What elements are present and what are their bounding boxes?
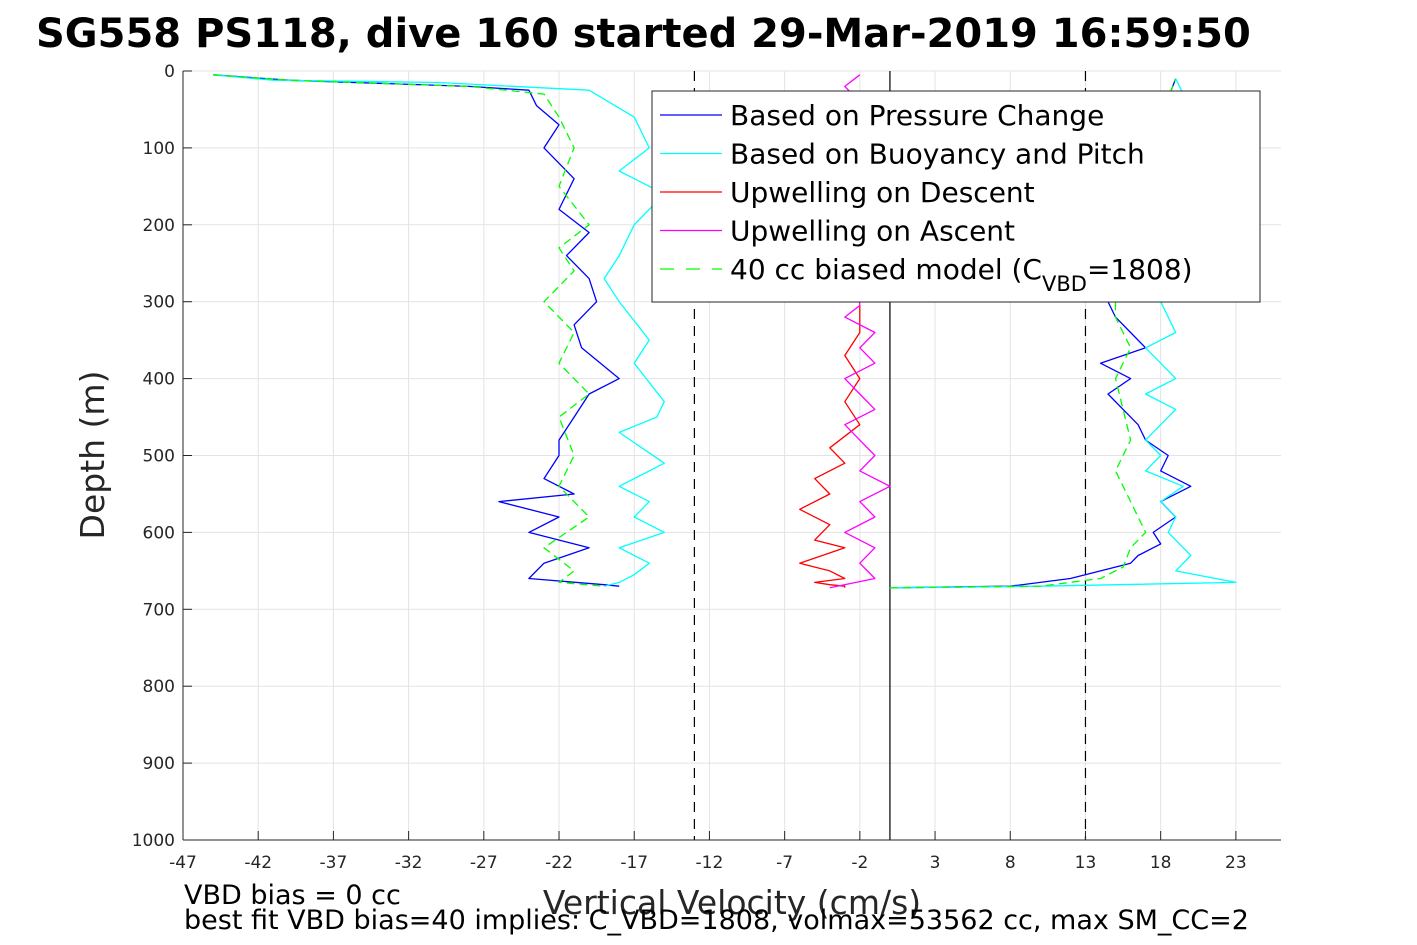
y-tick-label: 400 — [143, 370, 175, 390]
x-tick-label: 3 — [930, 853, 941, 873]
legend-label: Upwelling on Ascent — [730, 215, 1015, 248]
legend-label: 40 cc biased model (CVBD=1808) — [730, 253, 1193, 296]
x-tick-label: -42 — [244, 853, 272, 873]
x-tick-label: -12 — [696, 853, 724, 873]
legend-label: Upwelling on Descent — [730, 176, 1035, 209]
x-tick-label: -27 — [470, 853, 498, 873]
x-tick-label: 13 — [1075, 853, 1097, 873]
x-tick-label: -47 — [169, 853, 197, 873]
y-tick-label: 1000 — [132, 831, 175, 851]
series-line — [213, 74, 665, 587]
y-tick-label: 900 — [143, 754, 175, 774]
series-line — [213, 74, 620, 587]
x-axis-label: Vertical Velocity (cm/s) — [543, 883, 921, 922]
vbd-bias-note: VBD bias = 0 cc — [184, 880, 401, 911]
series-line — [799, 305, 861, 588]
legend: Based on Pressure Change Based on Buoyanc… — [651, 90, 1261, 303]
x-tick-label: 8 — [1005, 853, 1016, 873]
y-tick-label: 800 — [143, 677, 175, 697]
tick-labels: -47 -42 -37 -32 -27 -22 -17 -12 -7 -2 3 8 13 18 23 0 100… — [132, 62, 1247, 873]
x-tick-label: 18 — [1150, 853, 1172, 873]
y-tick-label: 0 — [164, 62, 175, 82]
x-tick-label: -37 — [320, 853, 348, 873]
x-tick-label: -17 — [620, 853, 648, 873]
y-tick-label: 500 — [143, 447, 175, 467]
legend-label: Based on Pressure Change — [730, 99, 1104, 132]
x-tick-label: 23 — [1225, 853, 1247, 873]
x-tick-label: -22 — [545, 853, 573, 873]
series-line — [213, 74, 605, 587]
y-tick-label: 100 — [143, 139, 175, 159]
y-tick-label: 300 — [143, 293, 175, 313]
chart-title: SG558 PS118, dive 160 started 29-Mar-201… — [36, 11, 1251, 57]
legend-box — [651, 90, 1261, 303]
x-tick-label: -7 — [776, 853, 793, 873]
y-axis-label: Depth (m) — [73, 371, 112, 540]
legend-label: Based on Buoyancy and Pitch — [730, 138, 1145, 171]
best-fit-note: best fit VBD bias=40 implies: C_VBD=1808… — [184, 905, 1249, 936]
x-tick-label: -2 — [851, 853, 868, 873]
y-tick-label: 600 — [143, 523, 175, 543]
y-tick-label: 700 — [143, 600, 175, 620]
x-tick-label: -32 — [395, 853, 423, 873]
y-tick-label: 200 — [143, 216, 175, 236]
